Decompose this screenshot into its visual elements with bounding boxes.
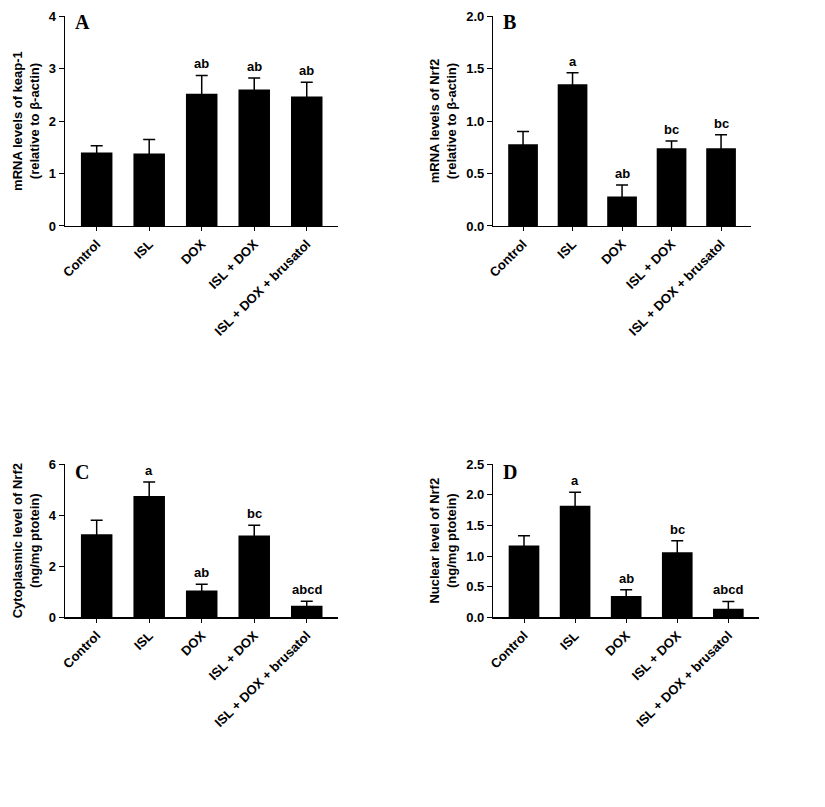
svg-text:a: a [571,473,579,488]
svg-text:bc: bc [664,122,679,137]
svg-text:DOX: DOX [178,628,209,659]
svg-text:2: 2 [49,559,56,574]
svg-text:1: 1 [49,166,56,181]
svg-text:0: 0 [49,219,56,234]
svg-text:bc: bc [714,116,729,131]
svg-text:1.5: 1.5 [466,518,484,533]
svg-text:ISL + DOX + brusatol: ISL + DOX + brusatol [626,237,728,339]
svg-text:B: B [503,11,516,33]
svg-text:6: 6 [49,457,56,472]
svg-text:ISL + DOX + brusatol: ISL + DOX + brusatol [212,237,314,339]
svg-text:ab: ab [194,56,209,71]
svg-text:D: D [503,461,517,483]
svg-text:0.5: 0.5 [466,579,484,594]
svg-text:Control: Control [60,628,103,671]
svg-text:bc: bc [247,506,262,521]
svg-text:a: a [145,463,153,478]
svg-text:a: a [569,54,577,69]
svg-text:1.0: 1.0 [466,114,484,129]
svg-text:ISL + DOX: ISL + DOX [206,236,261,291]
svg-text:ISL + DOX + brusatol: ISL + DOX + brusatol [633,628,735,730]
svg-text:0.0: 0.0 [466,610,484,625]
svg-text:4: 4 [49,508,57,523]
svg-text:Control: Control [60,237,103,280]
svg-text:2.5: 2.5 [466,457,484,472]
svg-text:C: C [75,461,89,483]
svg-text:abcd: abcd [713,582,743,597]
svg-text:A: A [75,11,90,33]
svg-text:Control: Control [487,628,530,671]
svg-text:0.5: 0.5 [466,166,484,181]
svg-text:ISL + DOX: ISL + DOX [206,628,261,683]
svg-text:0: 0 [49,610,56,625]
svg-text:2.0: 2.0 [466,487,484,502]
svg-text:ISL: ISL [557,628,582,653]
svg-text:ab: ab [247,59,262,74]
svg-text:0.0: 0.0 [466,219,484,234]
svg-text:4: 4 [49,9,57,24]
svg-text:ab: ab [619,571,634,586]
svg-text:Cytoplasmic level of Nrf2(ng/m: Cytoplasmic level of Nrf2(ng/mg ptotein) [10,463,42,618]
svg-text:ab: ab [194,565,209,580]
svg-text:DOX: DOX [178,236,209,267]
svg-text:Control: Control [486,237,529,280]
svg-text:DOX: DOX [598,236,629,267]
svg-text:Nuclear level of Nrf2(ng/mg pt: Nuclear level of Nrf2(ng/mg ptotein) [427,478,459,604]
svg-text:ISL + DOX: ISL + DOX [623,236,678,291]
svg-text:ISL: ISL [131,237,156,262]
svg-text:2: 2 [49,114,56,129]
svg-text:1.5: 1.5 [466,61,484,76]
svg-text:ab: ab [299,63,314,78]
svg-text:ISL + DOX: ISL + DOX [629,628,684,683]
svg-text:ab: ab [615,166,630,181]
svg-text:ISL: ISL [131,628,156,653]
svg-text:bc: bc [670,522,685,537]
svg-text:3: 3 [49,61,56,76]
svg-text:DOX: DOX [602,628,633,659]
svg-text:2.0: 2.0 [466,9,484,24]
svg-text:abcd: abcd [292,582,322,597]
svg-text:mRNA levels of Nrf2(relative t: mRNA levels of Nrf2(relative to β-actin) [427,59,459,184]
svg-text:ISL + DOX + brusatol: ISL + DOX + brusatol [212,628,314,730]
svg-text:1.0: 1.0 [466,549,484,564]
svg-text:mRNA levels of keap-1(relative: mRNA levels of keap-1(relative to β-acti… [10,51,42,191]
svg-text:ISL: ISL [554,237,579,262]
